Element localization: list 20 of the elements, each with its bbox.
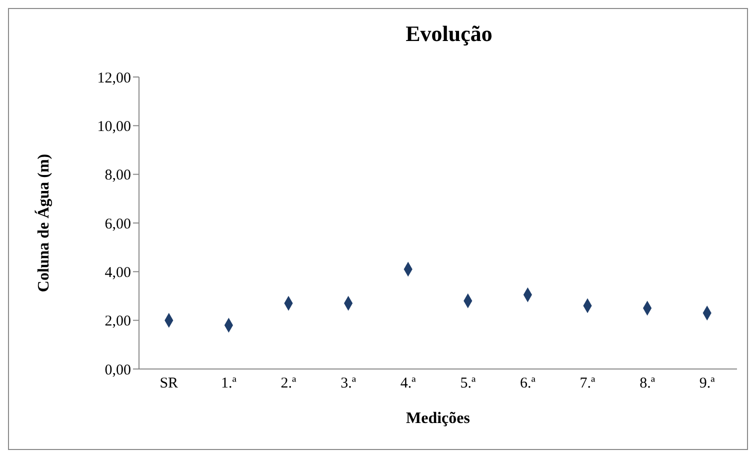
y-tick-label: 8,00 <box>104 168 131 184</box>
x-tick-label: 4.ª <box>400 376 417 392</box>
chart-title: Evolução <box>404 21 494 47</box>
x-tick-label: 5.ª <box>460 376 476 392</box>
x-tick-label: 9.ª <box>699 376 716 392</box>
y-tick-label: 0,00 <box>104 362 131 378</box>
x-tick-label: 1.ª <box>221 376 238 392</box>
x-tick-label: 8.ª <box>640 376 656 392</box>
y-tick-label: 6,00 <box>104 216 131 232</box>
x-tick-label: 3.ª <box>340 376 357 392</box>
x-axis-title: Medições <box>406 410 470 427</box>
y-tick-label: 12,00 <box>97 70 131 86</box>
x-tick-label: 7.ª <box>580 376 596 392</box>
y-axis-title: Coluna de Água (m) <box>34 154 53 292</box>
y-tick-label: 10,00 <box>97 118 131 135</box>
y-tick-label: 2,00 <box>104 314 131 330</box>
x-tick-label: 6.ª <box>520 376 536 392</box>
x-tick-label: 2.ª <box>280 376 298 392</box>
x-tick-label: SR <box>160 376 178 392</box>
y-tick-label: 4,00 <box>104 264 131 281</box>
